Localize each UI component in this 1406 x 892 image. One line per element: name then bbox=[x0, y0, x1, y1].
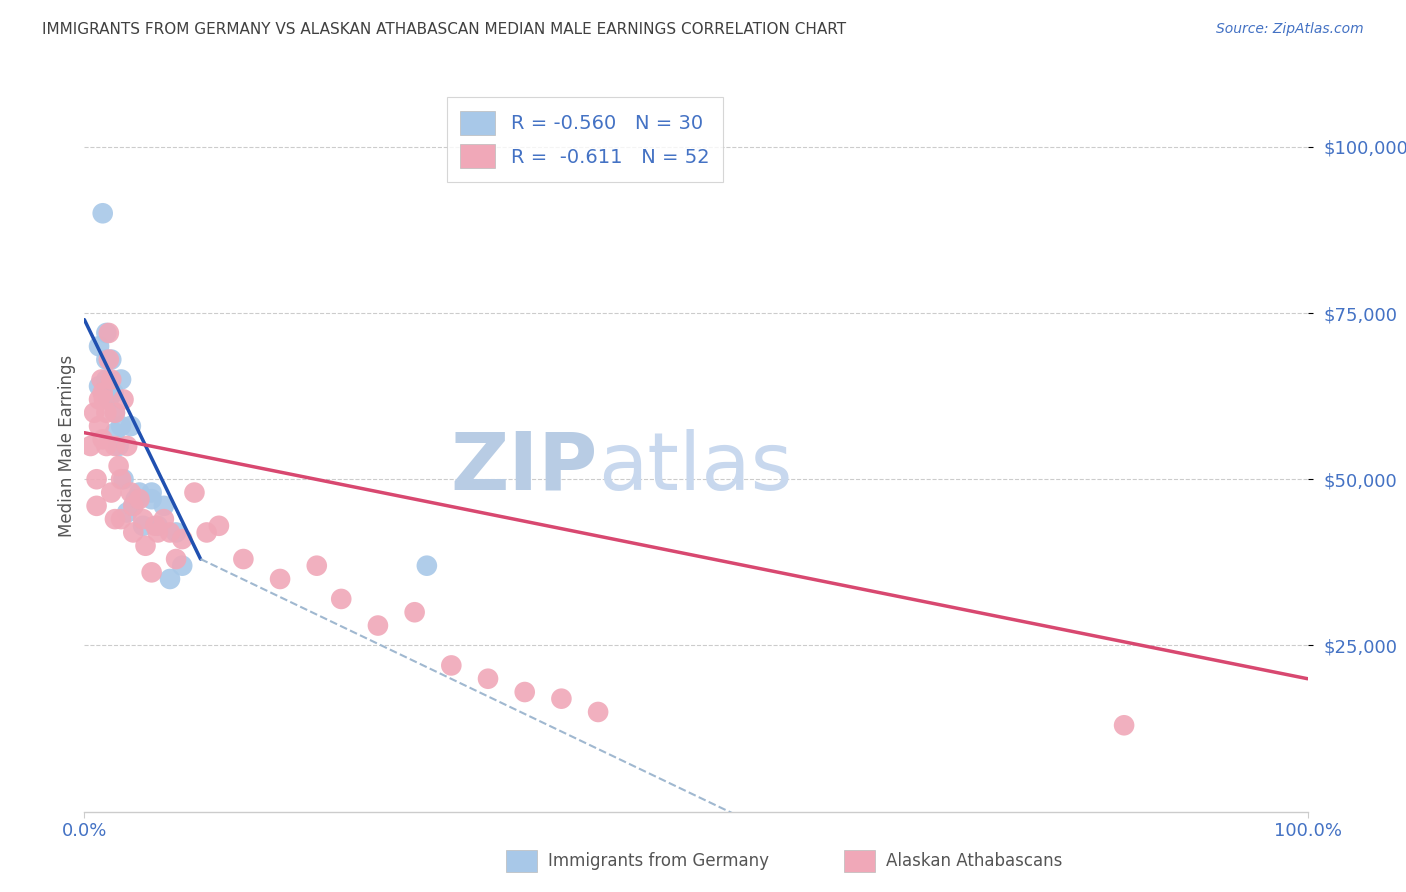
Text: ZIP: ZIP bbox=[451, 429, 598, 507]
Point bbox=[100, 352, 122, 367]
Point bbox=[122, 525, 145, 540]
Point bbox=[146, 525, 169, 540]
Point bbox=[96, 406, 118, 420]
Point bbox=[87, 392, 110, 407]
Point bbox=[110, 512, 132, 526]
Point bbox=[97, 392, 120, 407]
Point bbox=[104, 406, 127, 420]
Text: IMMIGRANTS FROM GERMANY VS ALASKAN ATHABASCAN MEDIAN MALE EARNINGS CORRELATION C: IMMIGRANTS FROM GERMANY VS ALASKAN ATHAB… bbox=[42, 22, 846, 37]
Point bbox=[367, 618, 389, 632]
Point bbox=[416, 558, 439, 573]
Point bbox=[96, 352, 118, 367]
Point bbox=[104, 439, 127, 453]
Point bbox=[159, 525, 181, 540]
Text: Immigrants from Germany: Immigrants from Germany bbox=[548, 852, 769, 871]
Point bbox=[153, 499, 176, 513]
Point bbox=[83, 406, 105, 420]
Point bbox=[91, 206, 114, 220]
Point bbox=[172, 532, 194, 546]
Point bbox=[86, 472, 108, 486]
Point bbox=[125, 492, 148, 507]
Point bbox=[107, 439, 129, 453]
Point bbox=[120, 485, 142, 500]
Point bbox=[97, 352, 120, 367]
Point bbox=[112, 392, 135, 407]
Point bbox=[153, 512, 176, 526]
Point bbox=[87, 379, 110, 393]
Point bbox=[100, 485, 122, 500]
Point bbox=[183, 485, 205, 500]
Point bbox=[165, 525, 187, 540]
Point bbox=[135, 539, 157, 553]
Point bbox=[110, 472, 132, 486]
Point bbox=[110, 372, 132, 386]
Point bbox=[97, 326, 120, 340]
Point bbox=[87, 419, 110, 434]
Point bbox=[104, 425, 127, 440]
Point bbox=[115, 439, 138, 453]
Point bbox=[103, 385, 125, 400]
Point bbox=[120, 419, 142, 434]
Point bbox=[165, 552, 187, 566]
Point bbox=[122, 499, 145, 513]
Point bbox=[104, 406, 127, 420]
Point bbox=[477, 672, 499, 686]
Point bbox=[91, 385, 114, 400]
Point bbox=[115, 506, 138, 520]
Point bbox=[330, 591, 353, 606]
Point bbox=[93, 392, 115, 407]
Point bbox=[440, 658, 463, 673]
Point bbox=[91, 433, 114, 447]
Point bbox=[104, 512, 127, 526]
Point bbox=[132, 512, 155, 526]
Point bbox=[90, 372, 112, 386]
Point bbox=[112, 472, 135, 486]
Point bbox=[550, 691, 572, 706]
Text: Alaskan Athabascans: Alaskan Athabascans bbox=[886, 852, 1062, 871]
Point bbox=[96, 439, 118, 453]
Point bbox=[141, 485, 163, 500]
Point bbox=[513, 685, 536, 699]
Text: atlas: atlas bbox=[598, 429, 793, 507]
Legend: R = -0.560   N = 30, R =  -0.611   N = 52: R = -0.560 N = 30, R = -0.611 N = 52 bbox=[447, 97, 723, 182]
Point bbox=[146, 518, 169, 533]
Point bbox=[159, 572, 181, 586]
Point bbox=[122, 499, 145, 513]
Point bbox=[232, 552, 254, 566]
Point bbox=[128, 492, 150, 507]
Point bbox=[172, 558, 194, 573]
Y-axis label: Median Male Earnings: Median Male Earnings bbox=[58, 355, 76, 537]
Point bbox=[110, 419, 132, 434]
Point bbox=[86, 499, 108, 513]
Point bbox=[141, 492, 163, 507]
Point bbox=[1114, 718, 1136, 732]
Point bbox=[269, 572, 291, 586]
Point bbox=[96, 372, 118, 386]
Point bbox=[143, 518, 166, 533]
Point bbox=[87, 339, 110, 353]
Point bbox=[305, 558, 328, 573]
Point bbox=[586, 705, 609, 719]
Point bbox=[404, 605, 426, 619]
Point bbox=[132, 518, 155, 533]
Point bbox=[100, 385, 122, 400]
Point bbox=[107, 458, 129, 473]
Point bbox=[128, 485, 150, 500]
Point bbox=[195, 525, 218, 540]
Point bbox=[96, 326, 118, 340]
Point bbox=[208, 518, 231, 533]
Text: Source: ZipAtlas.com: Source: ZipAtlas.com bbox=[1216, 22, 1364, 37]
Point bbox=[141, 566, 163, 580]
Point bbox=[79, 439, 101, 453]
Point bbox=[100, 372, 122, 386]
